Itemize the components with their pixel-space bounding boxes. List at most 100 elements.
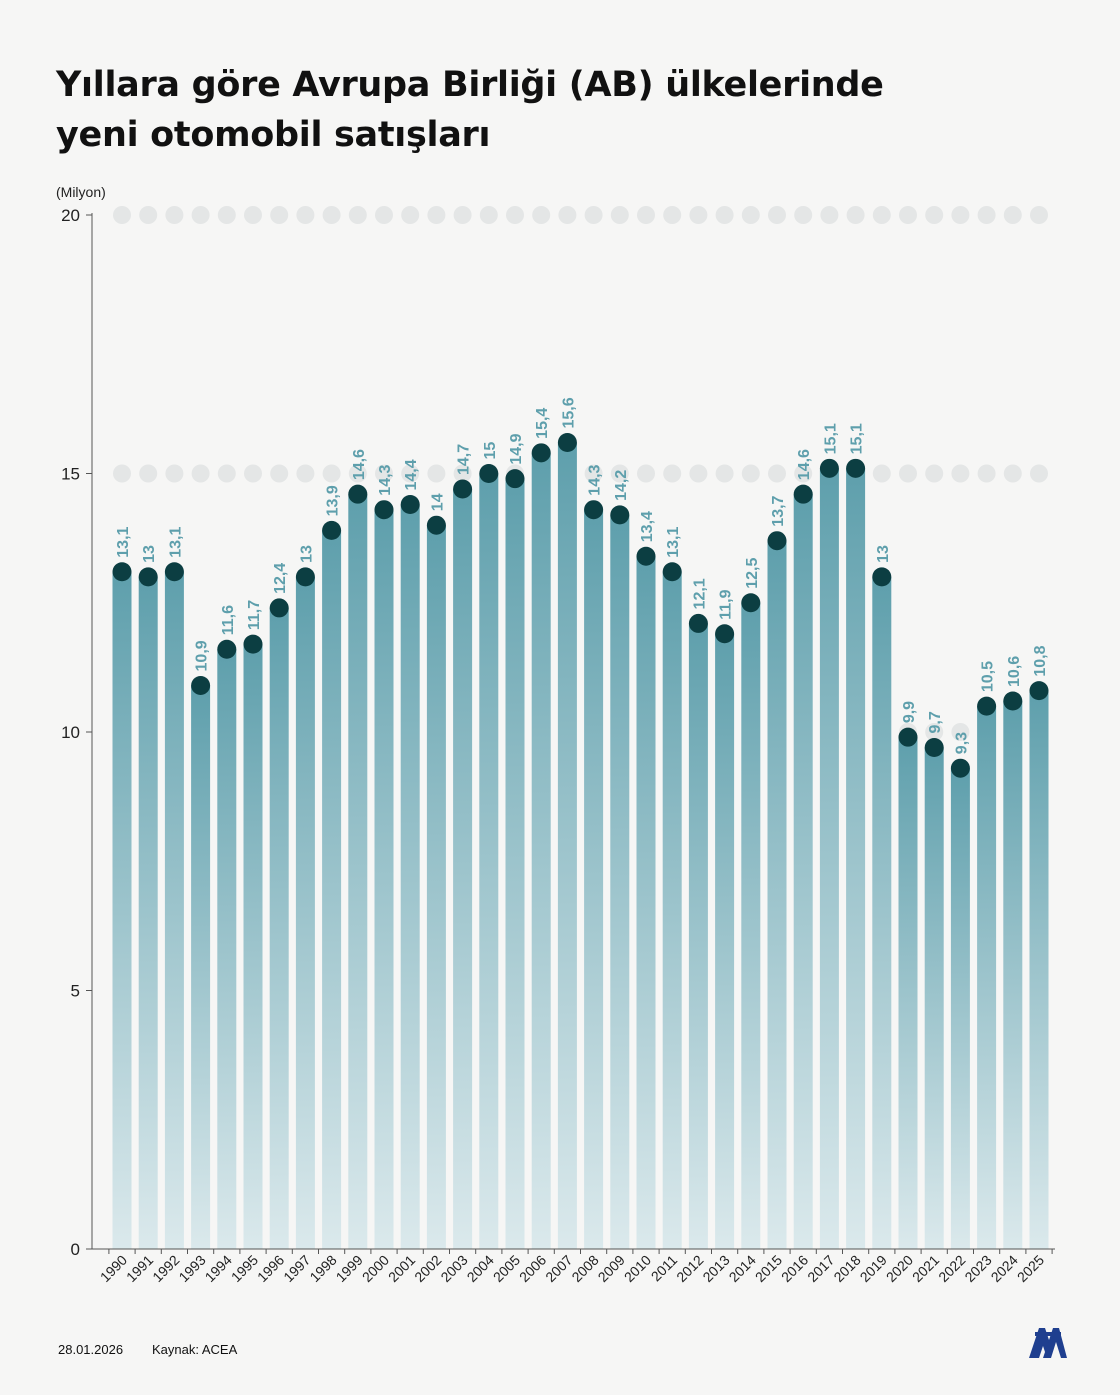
bar-1992 <box>164 571 184 1249</box>
grid-dot <box>846 206 865 224</box>
data-labels: 13,1 13 13,1 10,9 11,6 11,7 12,4 13 13,9 14,6 14,3… <box>115 397 1049 754</box>
grid-dot <box>610 206 629 224</box>
bar-2008 <box>584 509 604 1249</box>
y-tick-label-10: 10 <box>61 723 80 742</box>
data-label-1999: 14,6 <box>351 449 368 480</box>
grid-dot <box>951 723 970 741</box>
marker-2004 <box>479 464 499 483</box>
grid-dot <box>191 206 210 224</box>
bar-2023 <box>977 706 997 1249</box>
bar-2021 <box>924 747 944 1249</box>
x-tick-2005: 2005 <box>490 1252 523 1285</box>
data-label-2005: 14,9 <box>508 433 525 464</box>
grid-dot <box>244 464 262 483</box>
marker-1990 <box>112 562 132 582</box>
marker-1993 <box>191 675 211 695</box>
bar-2014 <box>741 602 761 1249</box>
data-label-2002: 14 <box>429 493 446 511</box>
bar-1995 <box>243 644 263 1249</box>
bar-2000 <box>374 509 394 1249</box>
x-tick-1995: 1995 <box>228 1252 261 1285</box>
grid-dot <box>1030 464 1048 483</box>
bar-2024 <box>1003 700 1023 1249</box>
x-tick-2024: 2024 <box>988 1252 1021 1285</box>
bar-2015 <box>767 540 787 1249</box>
x-tick-2006: 2006 <box>516 1252 549 1285</box>
grid-dot <box>794 206 813 224</box>
grid-dot <box>375 206 393 224</box>
y-tick-label-20: 20 <box>61 206 80 225</box>
footer-source: Kaynak: ACEA <box>152 1342 238 1357</box>
aa-logo-icon <box>1029 1328 1067 1358</box>
grid-dot <box>584 206 603 224</box>
data-label-1991: 13 <box>141 545 158 563</box>
x-tick-2011: 2011 <box>648 1252 681 1285</box>
data-label-2007: 15,6 <box>560 397 577 428</box>
x-tick-1993: 1993 <box>175 1252 208 1285</box>
data-label-2014: 12,5 <box>744 558 761 589</box>
grid-dot <box>584 464 603 483</box>
x-tick-1991: 1991 <box>123 1252 156 1285</box>
bar-2001 <box>400 504 420 1249</box>
data-label-2020: 9,9 <box>901 701 918 723</box>
data-label-2012: 12,1 <box>691 578 708 609</box>
grid-dot <box>925 464 944 483</box>
x-tick-2022: 2022 <box>935 1252 968 1285</box>
marker-2024 <box>1003 691 1023 711</box>
x-tick-2002: 2002 <box>411 1252 444 1285</box>
grid-dot <box>820 206 839 224</box>
grid-dot <box>296 206 315 224</box>
grid-dot <box>951 464 970 483</box>
bar-2016 <box>793 494 813 1249</box>
marker-2008 <box>584 500 604 520</box>
data-label-2019: 13 <box>875 545 892 563</box>
x-tick-1996: 1996 <box>254 1252 287 1285</box>
x-tick-2009: 2009 <box>595 1252 628 1285</box>
x-tick-2010: 2010 <box>621 1252 654 1285</box>
x-tick-2004: 2004 <box>464 1252 497 1285</box>
marker-2002 <box>426 515 446 535</box>
grid-dot <box>925 206 944 224</box>
grid-dot <box>113 206 131 224</box>
bar-2002 <box>426 525 446 1249</box>
grid-dot <box>427 206 446 224</box>
bar-2013 <box>715 633 735 1249</box>
bar-2006 <box>531 452 551 1249</box>
marker-1998 <box>322 520 342 540</box>
marker-2016 <box>793 484 813 504</box>
x-tick-2008: 2008 <box>568 1252 601 1285</box>
marker-2010 <box>636 546 656 566</box>
data-label-2016: 14,6 <box>796 449 813 480</box>
x-tick-1999: 1999 <box>333 1252 366 1285</box>
bars <box>112 442 1049 1250</box>
bar-2017 <box>819 468 839 1250</box>
marker-2022 <box>950 758 970 778</box>
grid-dot <box>348 206 367 224</box>
grid-dot <box>165 464 184 483</box>
marker-1996 <box>269 598 289 618</box>
x-tick-2025: 2025 <box>1014 1252 1047 1285</box>
x-tick-2007: 2007 <box>542 1252 575 1285</box>
marker-2019 <box>872 567 892 587</box>
bar-2005 <box>505 478 525 1249</box>
data-label-2000: 14,3 <box>377 464 394 495</box>
grid-dot <box>217 464 236 483</box>
data-label-1993: 10,9 <box>194 640 211 671</box>
grid-dot <box>689 206 708 224</box>
marker-2000 <box>374 500 394 520</box>
grid-dot <box>637 206 655 224</box>
marker-2020 <box>898 727 918 747</box>
grid-dot <box>139 464 158 483</box>
grid-dot <box>1030 206 1048 224</box>
x-tick-2013: 2013 <box>699 1252 732 1285</box>
marker-2023 <box>977 696 997 716</box>
x-tick-2018: 2018 <box>830 1252 863 1285</box>
marker-2013 <box>715 624 735 644</box>
data-label-1997: 13 <box>298 545 315 563</box>
grid-dot <box>872 206 891 224</box>
x-tick-1994: 1994 <box>202 1252 235 1285</box>
marker-2025 <box>1029 681 1049 701</box>
grid-dot <box>270 206 289 224</box>
x-tick-1997: 1997 <box>280 1252 313 1285</box>
grid-dot <box>741 464 760 483</box>
